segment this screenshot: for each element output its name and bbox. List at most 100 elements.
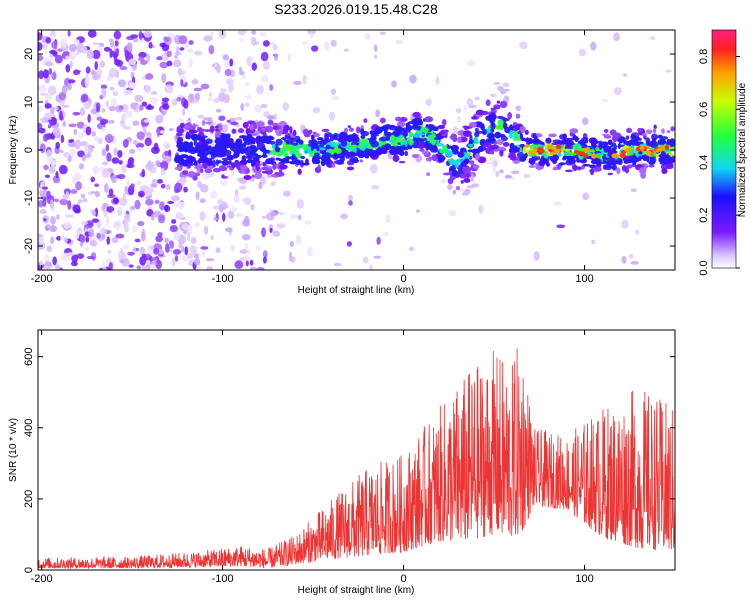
- spectrogram-blob: [231, 162, 236, 169]
- spectrogram-blob: [186, 174, 193, 177]
- spectrogram-blob: [193, 166, 202, 169]
- spectrogram-blob: [595, 153, 604, 158]
- spectrogram-blob: [193, 258, 201, 266]
- spectrogram-hotspot: [549, 151, 557, 155]
- spectrogram-blob: [485, 99, 491, 107]
- spectrogram-blob: [320, 159, 326, 167]
- spectrogram-blob: [442, 172, 452, 176]
- spectrogram-blob: [113, 147, 118, 156]
- spectrogram-blob: [199, 198, 206, 204]
- spectrogram-blob: [68, 43, 77, 53]
- spectrogram-hotspot: [538, 149, 545, 154]
- spectrogram-blob: [49, 225, 58, 233]
- spectrogram-blob: [215, 212, 219, 223]
- spectrogram-blob: [237, 30, 247, 36]
- spectrogram-blob: [496, 100, 501, 104]
- spectrogram-blob: [291, 153, 296, 161]
- spectrogram-blob: [228, 83, 234, 93]
- spectrogram-blob: [653, 124, 657, 130]
- spectrogram-blob: [177, 147, 185, 152]
- spectrogram-blob: [330, 39, 337, 47]
- spectrogram-blob: [251, 62, 258, 71]
- spectrogram-blob: [340, 213, 349, 220]
- snr-x-axis-title: Height of straight line (km): [298, 585, 415, 596]
- spectrogram-blob: [201, 119, 206, 126]
- spectrogram-blob: [613, 32, 620, 42]
- spectrogram-blob: [188, 58, 193, 68]
- spectrogram-blob: [426, 172, 431, 177]
- spectrogram-blob: [50, 216, 56, 225]
- spectrogram-blob: [502, 122, 508, 130]
- spectrogram-blob: [58, 149, 64, 153]
- spectrogram-blob: [132, 224, 138, 233]
- spectrogram-blob: [487, 137, 496, 144]
- spectrogram-blob: [164, 84, 174, 94]
- spectrogram-blob: [124, 185, 128, 195]
- spectrogram-blob: [197, 114, 205, 119]
- spectrogram-blob: [117, 79, 127, 88]
- spectrogram-blob: [447, 184, 453, 190]
- spectrogram-blob: [45, 93, 53, 101]
- spectrogram-blob: [179, 47, 185, 51]
- spectrogram-blob: [227, 210, 235, 219]
- spectrogram-blob: [310, 144, 314, 152]
- spectrogram-blob: [213, 217, 218, 221]
- spectrogram-blob: [186, 253, 194, 260]
- spectrogram-blob: [317, 137, 324, 141]
- spectrogram-blob: [246, 146, 250, 149]
- spectrogram-blob: [114, 220, 121, 230]
- spectrogram-blob: [261, 170, 269, 174]
- spectrogram-blob: [138, 56, 145, 62]
- spectrogram-blob: [313, 161, 318, 164]
- spectrogram-blob: [80, 93, 89, 103]
- spectrogram-blob: [214, 125, 219, 129]
- spectrogram-hotspot: [646, 150, 652, 157]
- spectrogram-blob: [178, 142, 185, 149]
- spectrogram-blob: [229, 58, 234, 67]
- spectrogram-blob: [67, 141, 76, 148]
- spectrogram-blob: [174, 166, 183, 171]
- y-tick-label: 400: [23, 419, 35, 437]
- spectrogram-blob: [312, 107, 321, 114]
- spectrogram-blob: [203, 35, 213, 42]
- spectrogram-hotspot: [546, 144, 554, 150]
- spectrogram-blob: [176, 132, 183, 137]
- spectrogram-blob: [128, 58, 137, 66]
- spectrogram-blob: [60, 134, 65, 144]
- y-tick-label: 0: [23, 567, 35, 573]
- spectrogram-blob: [73, 39, 80, 46]
- spectrogram-blob: [590, 168, 595, 176]
- spectrogram-blob: [141, 168, 146, 178]
- spectrogram-blob: [258, 136, 268, 144]
- spectrogram-blob: [216, 63, 221, 74]
- y-tick-label: -10: [23, 190, 35, 206]
- spectrogram-blob: [171, 219, 177, 224]
- spectrogram-blob: [94, 183, 100, 188]
- spectrogram-blob: [233, 195, 240, 204]
- spectrogram-blob: [124, 126, 132, 130]
- spectrogram-blob: [143, 30, 152, 38]
- spectrogram-blob: [161, 97, 170, 102]
- spectrogram-blob: [134, 53, 138, 61]
- spectrogram-blob: [242, 122, 249, 129]
- spectrogram-blob: [151, 264, 156, 270]
- spectrogram-blob: [267, 119, 274, 126]
- spectrogram-blob: [251, 30, 257, 35]
- spectrogram-blob: [389, 148, 399, 156]
- spectrogram-blob: [38, 42, 43, 51]
- spectrogram-blob: [411, 154, 420, 158]
- spectrogram-blob: [515, 105, 522, 112]
- spectrogram-blob: [496, 139, 504, 145]
- spectrogram-blob: [262, 256, 267, 264]
- spectrogram-y-ticks: -20 -10 0 10 20: [23, 48, 675, 254]
- spectrogram-blob: [114, 40, 119, 47]
- spectrogram-blob: [414, 125, 421, 129]
- colorbar-title: Normalized spectral amplitude: [737, 82, 748, 217]
- spectrogram-blob: [489, 145, 498, 150]
- spectrogram-blob: [65, 64, 71, 73]
- spectrogram-hotspot: [528, 150, 533, 155]
- colorbar: 0.0 0.2 0.4 0.6 0.8 Normalized spectral ampl…: [698, 29, 748, 276]
- spectrogram-blob: [591, 239, 595, 245]
- spectrogram-blob: [244, 136, 248, 143]
- spectrogram-blob: [141, 264, 151, 270]
